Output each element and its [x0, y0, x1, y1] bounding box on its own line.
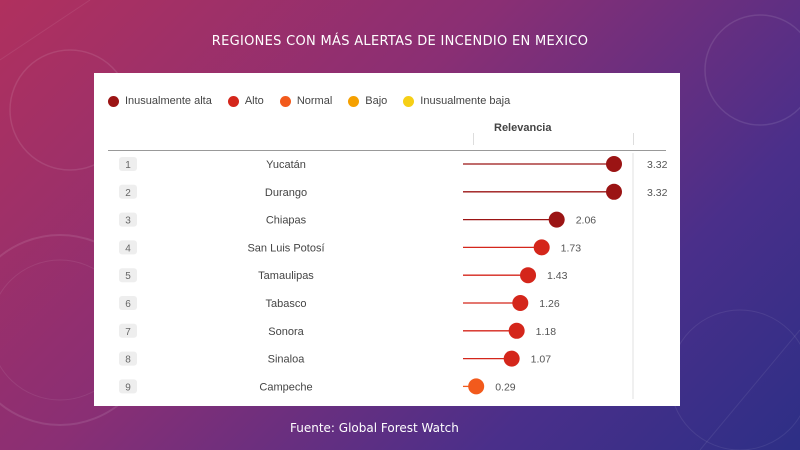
chart-row: 6 Tabasco 1.26	[119, 295, 560, 311]
rank-badge	[119, 212, 137, 227]
column-header: Relevancia	[494, 122, 552, 134]
chart-row: 9 Campeche 0.29	[119, 378, 516, 395]
region-label: Tabasco	[266, 298, 307, 310]
lollipop-chart: 1 Yucatán 3.32 2 Durango 3.32 3 Chiapas 2.06 4 San…	[119, 153, 668, 399]
legend-swatch	[403, 95, 415, 107]
region-label: Campeche	[259, 381, 312, 393]
rank-badge	[119, 351, 137, 366]
legend-label: Alto	[244, 95, 264, 107]
legend-item: Alto	[227, 95, 264, 107]
legend: Inusualmente alta Alto Normal Bajo Inusu…	[108, 95, 510, 107]
value-label: 1.07	[531, 354, 552, 366]
rank-label: 2	[125, 188, 131, 199]
rank-badge	[119, 268, 137, 283]
rank-label: 4	[125, 243, 131, 254]
source-note: Fuente: Global Forest Watch	[290, 421, 459, 435]
legend-swatch	[108, 95, 119, 107]
value-label: 1.43	[547, 270, 568, 282]
legend-label: Inusualmente baja	[420, 95, 511, 107]
lollipop-dot	[606, 156, 622, 172]
rank-badge	[119, 379, 137, 394]
chart-row: 5 Tamaulipas 1.43	[119, 267, 568, 284]
legend-item: Inusualmente alta	[108, 95, 212, 107]
lollipop-dot	[512, 295, 529, 311]
rank-label: 9	[125, 382, 131, 393]
lollipop-dot	[508, 322, 525, 339]
rank-badge	[119, 157, 137, 171]
rank-badge	[119, 184, 137, 199]
rank-label: 8	[125, 355, 131, 366]
region-label: Chiapas	[266, 215, 307, 227]
chart-panel: Inusualmente alta Alto Normal Bajo Inusu…	[94, 73, 680, 406]
rank-label: 1	[125, 160, 131, 171]
region-label: San Luis Potosí	[247, 242, 324, 254]
lollipop-dot	[520, 267, 537, 284]
lollipop-dot	[533, 239, 550, 256]
value-label: 2.06	[576, 215, 597, 227]
value-label: 1.26	[539, 298, 560, 310]
chart-row: 8 Sinaloa 1.07	[119, 350, 552, 367]
legend-label: Inusualmente alta	[125, 95, 212, 107]
legend-label: Normal	[296, 95, 333, 107]
legend-swatch	[348, 95, 360, 107]
rank-badge	[119, 240, 137, 255]
legend-swatch	[279, 95, 291, 107]
rank-label: 5	[125, 271, 131, 282]
rank-badge	[119, 296, 137, 310]
divider	[633, 133, 634, 145]
lollipop-dot	[606, 183, 622, 200]
region-label: Sonora	[268, 326, 304, 338]
legend-label: Bajo	[365, 95, 388, 107]
slide-title: REGIONES CON MÁS ALERTAS DE INCENDIO EN …	[211, 34, 589, 49]
region-label: Tamaulipas	[258, 270, 314, 282]
legend-item: Bajo	[348, 95, 387, 107]
legend-item: Normal	[279, 95, 333, 107]
divider	[473, 133, 474, 145]
rank-label: 7	[125, 327, 131, 338]
lollipop-dot	[548, 211, 565, 228]
header-rule	[108, 150, 666, 151]
rank-label: 3	[125, 216, 131, 227]
region-label: Yucatán	[266, 159, 306, 171]
region-label: Durango	[265, 187, 307, 199]
chart-row: 7 Sonora 1.18	[119, 322, 557, 339]
value-label: 0.29	[495, 381, 516, 393]
rank-badge	[119, 323, 137, 338]
rank-label: 6	[125, 299, 131, 310]
chart-row: 3 Chiapas 2.06	[119, 211, 597, 228]
lollipop-dot	[468, 378, 485, 395]
region-label: Sinaloa	[268, 354, 306, 366]
value-label: 3.32	[647, 159, 668, 171]
value-label: 1.73	[561, 242, 582, 254]
value-label: 1.18	[536, 326, 557, 338]
chart-row: 2 Durango 3.32	[119, 183, 668, 200]
legend-item: Inusualmente baja	[403, 95, 510, 107]
chart-row: 1 Yucatán 3.32	[119, 156, 668, 172]
value-label: 3.32	[647, 187, 668, 199]
chart-row: 4 San Luis Potosí 1.73	[119, 239, 582, 256]
legend-swatch	[227, 95, 239, 107]
lollipop-dot	[503, 350, 520, 367]
